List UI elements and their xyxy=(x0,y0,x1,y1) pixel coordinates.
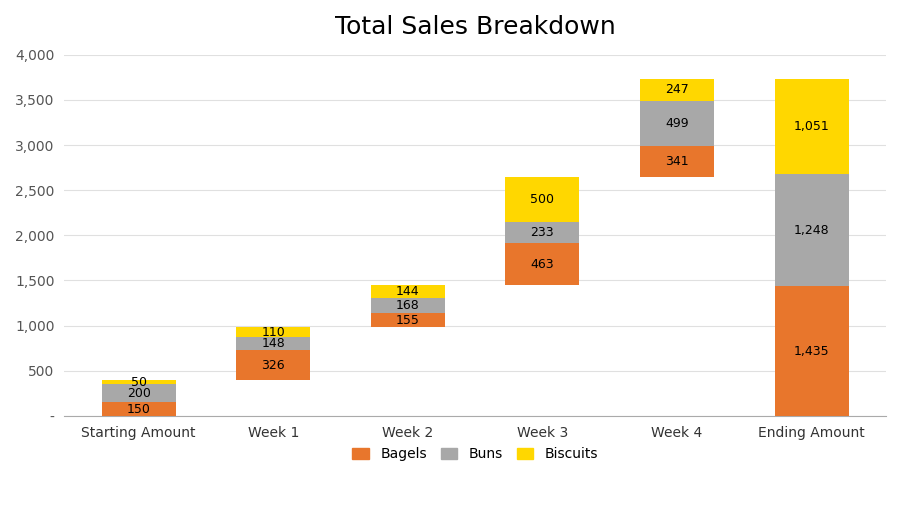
Bar xyxy=(371,298,445,313)
Bar xyxy=(505,177,579,222)
Text: 144: 144 xyxy=(396,285,420,298)
Bar xyxy=(640,146,714,177)
Title: Total Sales Breakdown: Total Sales Breakdown xyxy=(335,15,615,39)
Bar xyxy=(775,79,849,174)
Bar xyxy=(236,350,310,380)
Bar xyxy=(371,313,445,327)
Text: 463: 463 xyxy=(531,257,554,270)
Text: 233: 233 xyxy=(531,226,554,239)
Text: 168: 168 xyxy=(396,299,420,312)
Bar xyxy=(640,101,714,146)
Text: 50: 50 xyxy=(131,376,147,389)
Text: 247: 247 xyxy=(665,84,689,97)
Text: 1,435: 1,435 xyxy=(794,345,830,358)
Text: 155: 155 xyxy=(396,313,420,326)
Text: 500: 500 xyxy=(531,193,554,206)
Bar xyxy=(371,285,445,298)
Bar xyxy=(236,337,310,350)
Bar xyxy=(102,402,176,416)
Legend: Bagels, Buns, Biscuits: Bagels, Buns, Biscuits xyxy=(347,442,604,467)
Text: 150: 150 xyxy=(127,403,150,416)
Text: 326: 326 xyxy=(261,359,285,372)
Bar xyxy=(102,384,176,402)
Text: 1,051: 1,051 xyxy=(794,120,830,133)
Text: 148: 148 xyxy=(261,337,285,350)
Text: 110: 110 xyxy=(261,325,285,338)
Text: 200: 200 xyxy=(127,387,150,400)
Bar xyxy=(102,380,176,384)
Text: 499: 499 xyxy=(665,117,689,130)
Bar xyxy=(505,243,579,285)
Bar xyxy=(640,79,714,101)
Bar xyxy=(775,174,849,286)
Text: 1,248: 1,248 xyxy=(794,224,830,237)
Bar xyxy=(236,327,310,337)
Bar xyxy=(505,222,579,243)
Text: 341: 341 xyxy=(665,155,689,168)
Bar xyxy=(775,286,849,416)
